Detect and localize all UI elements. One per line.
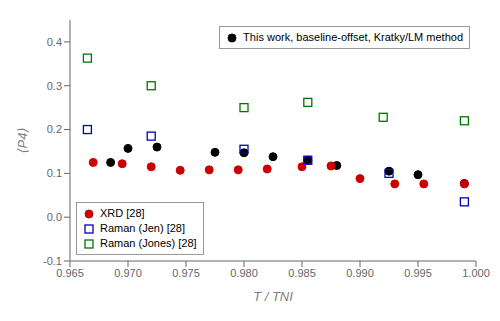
html-text:XRD [28]: XRD [28] — [100, 207, 145, 219]
html-text:Raman (Jones) [28]: Raman (Jones) [28] — [100, 237, 197, 249]
svg-text:0.0: 0.0 — [47, 211, 62, 223]
svg-text:T / TNI: T / TNI — [253, 289, 293, 304]
svg-text:0.4: 0.4 — [47, 36, 62, 48]
svg-text:0.985: 0.985 — [288, 267, 316, 279]
svg-text:0.1: 0.1 — [47, 167, 62, 179]
html-text:Raman (Jen) [28]: Raman (Jen) [28] — [100, 222, 185, 234]
svg-text:0.975: 0.975 — [172, 267, 200, 279]
svg-text:0.970: 0.970 — [114, 267, 142, 279]
svg-text:0.995: 0.995 — [404, 267, 432, 279]
svg-text:-0.1: -0.1 — [43, 255, 62, 267]
svg-text:0.980: 0.980 — [230, 267, 258, 279]
svg-text:0.3: 0.3 — [47, 80, 62, 92]
svg-text:⟨P4⟩: ⟨P4⟩ — [15, 127, 30, 153]
svg-text:0.965: 0.965 — [56, 267, 84, 279]
html-text:This work, baseline-offset, Kr: This work, baseline-offset, Kratky/LM me… — [243, 31, 463, 43]
svg-text:0.990: 0.990 — [346, 267, 374, 279]
svg-text:1.000: 1.000 — [462, 267, 490, 279]
svg-text:0.2: 0.2 — [47, 123, 62, 135]
